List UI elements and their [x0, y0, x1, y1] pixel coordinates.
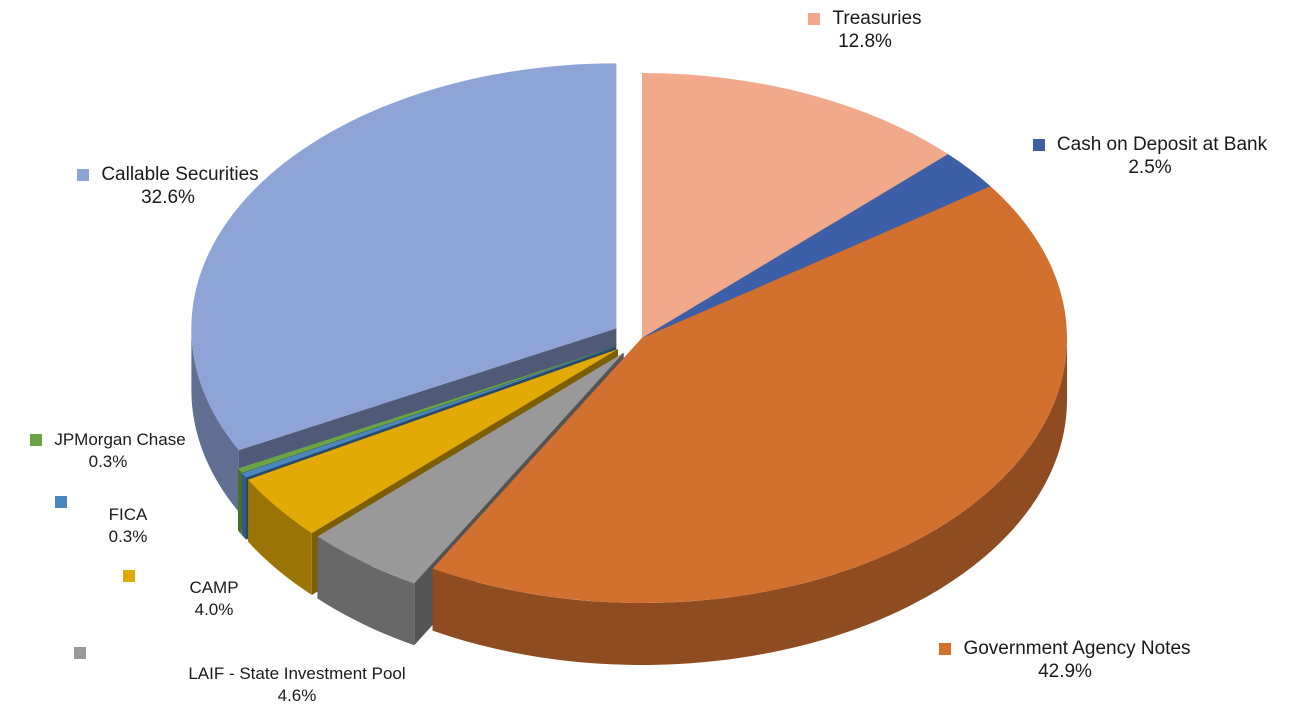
label-name: Callable Securities — [101, 164, 259, 185]
legend-swatch-jpm — [30, 434, 43, 446]
legend-swatch-camp — [123, 570, 135, 582]
slice-laif-state-investment-pool — [317, 352, 624, 584]
slice-side-jpmorgan-chase — [238, 468, 242, 535]
label-name: CAMP — [189, 578, 239, 597]
label-name: FICA — [108, 505, 148, 524]
legend-swatch-treasuries — [808, 12, 821, 25]
slice-callable-securities — [191, 63, 617, 451]
legend-swatch-fica — [55, 496, 67, 508]
label-value: 42.9% — [1038, 661, 1092, 682]
label-value: 0.3% — [88, 452, 128, 471]
slice-jpmorgan-chase — [238, 346, 616, 473]
label-treasuries: Treasuries 12.8% — [790, 7, 940, 53]
slice-side-camp — [248, 479, 312, 595]
label-value: 12.8% — [838, 31, 892, 52]
slice-cash-on-deposit-at-bank — [642, 154, 991, 338]
label-value: 4.0% — [194, 600, 234, 619]
label-jpmorgan-chase: JPMorgan Chase 0.3% — [8, 429, 208, 473]
label-camp: CAMP 4.0% — [154, 577, 274, 621]
label-callable-securities: Callable Securities 32.6% — [48, 163, 288, 209]
slice-camp — [248, 349, 618, 533]
slice-government-agency-notes — [432, 186, 1068, 604]
legend-swatch-callable — [77, 168, 90, 181]
label-name: Cash on Deposit at Bank — [1056, 134, 1268, 155]
slice-side-laif-state-investment-pool — [317, 536, 415, 646]
slice-side-government-agency-notes — [432, 338, 1068, 665]
label-laif: LAIF - State Investment Pool 4.6% — [147, 663, 447, 707]
label-cash-on-deposit: Cash on Deposit at Bank 2.5% — [1000, 133, 1300, 179]
label-name: Treasuries — [832, 8, 922, 29]
label-value: 0.3% — [108, 527, 148, 546]
slice-treasuries — [642, 73, 949, 338]
label-name: LAIF - State Investment Pool — [188, 664, 406, 683]
label-name: Government Agency Notes — [963, 638, 1191, 659]
label-name: JPMorgan Chase — [54, 430, 186, 449]
pie-top-layer — [191, 63, 1068, 604]
label-government-agency-notes: Government Agency Notes 42.9% — [900, 637, 1230, 683]
legend-swatch-cash — [1032, 138, 1045, 151]
label-value: 32.6% — [141, 187, 195, 208]
label-fica: FICA 0.3% — [78, 504, 178, 548]
slice-side-fica — [242, 473, 246, 540]
legend-swatch-laif — [74, 647, 86, 659]
slice-fica — [242, 347, 616, 478]
label-value: 2.5% — [1128, 157, 1172, 178]
legend-swatch-gov — [939, 642, 952, 655]
label-value: 4.6% — [277, 686, 317, 705]
slice-side-callable-securities — [191, 328, 239, 513]
